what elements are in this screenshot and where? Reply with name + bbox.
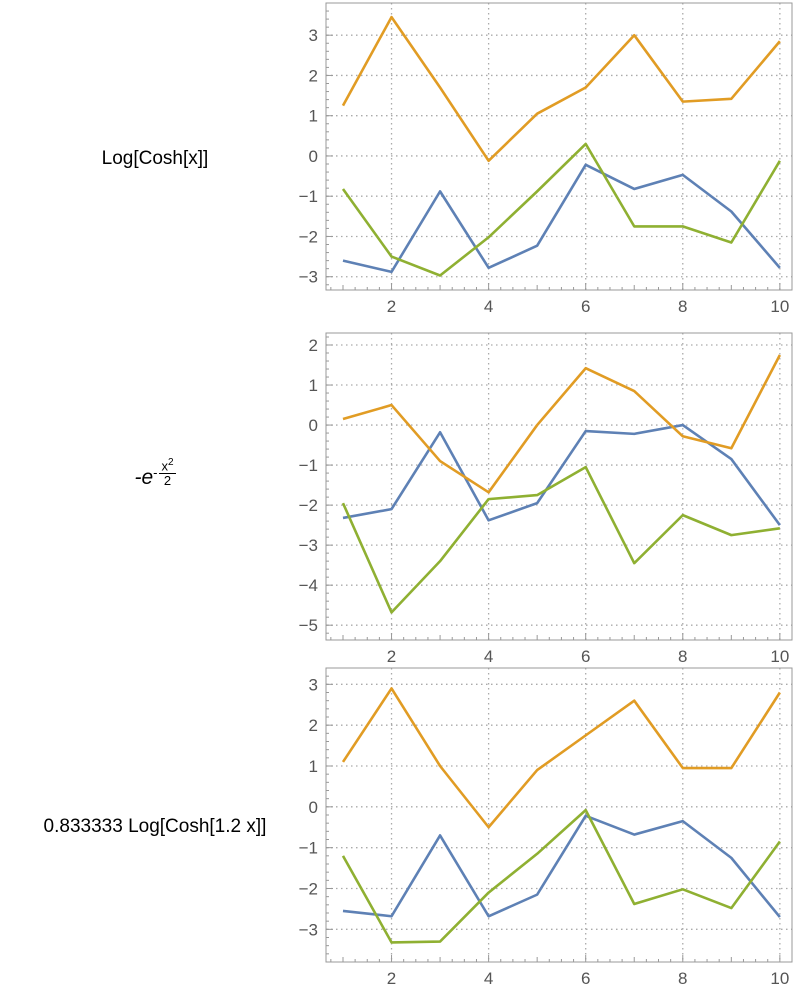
- series-line-2: [342, 354, 782, 494]
- plot-frame: [325, 2, 793, 291]
- series-line-2: [341, 15, 781, 163]
- row-label-log-cosh: Log[Cosh[x]]: [101, 148, 209, 169]
- y-tick-label: −1: [299, 187, 318, 206]
- x-tick-label: 2: [387, 297, 396, 316]
- series-line-1: [342, 423, 781, 526]
- series-line-2: [341, 687, 781, 829]
- y-tick-label: 1: [309, 107, 318, 126]
- plot-frame: [325, 332, 793, 641]
- x-tick-label: 10: [770, 297, 789, 316]
- row-label-gaussian: -e - x2 2: [0, 457, 310, 490]
- x-tick-label: 4: [484, 297, 493, 316]
- x-tick-label: 4: [484, 969, 493, 988]
- formula-base: -e: [134, 466, 154, 489]
- formula-exponent: - x2 2: [153, 456, 176, 489]
- fraction-numerator: x2: [159, 456, 176, 475]
- x-tick-label: 2: [387, 647, 396, 666]
- series-line-1: [342, 814, 781, 918]
- y-tick-label: 0: [309, 798, 318, 817]
- y-tick-label: −1: [299, 456, 318, 475]
- y-tick-label: 0: [309, 416, 318, 435]
- y-tick-label: 2: [309, 336, 318, 355]
- y-tick-label: 2: [309, 66, 318, 85]
- y-tick-label: −2: [299, 880, 318, 899]
- exponent-sign: -: [153, 464, 158, 480]
- y-tick-label: −3: [299, 920, 318, 939]
- y-tick-label: −3: [299, 268, 318, 287]
- y-tick-label: 1: [309, 376, 318, 395]
- x-tick-label: 6: [581, 297, 590, 316]
- series-line-1: [342, 163, 781, 274]
- numerator-var: x: [161, 458, 168, 474]
- y-tick-label: 3: [309, 675, 318, 694]
- y-tick-label: 2: [309, 716, 318, 735]
- x-tick-label: 6: [581, 969, 590, 988]
- x-tick-label: 2: [387, 969, 396, 988]
- y-tick-label: −4: [299, 576, 318, 595]
- y-tick-label: −3: [299, 536, 318, 555]
- y-tick-label: 0: [309, 147, 318, 166]
- y-tick-label: 1: [309, 757, 318, 776]
- fraction-denominator: 2: [163, 473, 172, 489]
- series-line-3: [341, 808, 781, 944]
- x-tick-label: 8: [678, 297, 687, 316]
- y-tick-label: −2: [299, 496, 318, 515]
- y-tick-label: −1: [299, 839, 318, 858]
- numerator-power: 2: [167, 457, 174, 468]
- x-tick-label: 10: [770, 969, 789, 988]
- y-tick-label: −2: [299, 227, 318, 246]
- x-tick-label: 8: [678, 647, 687, 666]
- series-line-3: [341, 465, 781, 614]
- x-tick-label: 4: [484, 647, 493, 666]
- plot-frame: [325, 667, 793, 963]
- x-tick-label: 6: [581, 647, 590, 666]
- x-tick-label: 8: [678, 969, 687, 988]
- series-line-3: [341, 142, 781, 277]
- y-tick-label: 3: [309, 26, 318, 45]
- exponent-fraction: x2 2: [159, 456, 176, 489]
- gaussian-formula: -e - x2 2: [134, 457, 176, 490]
- row-label-scaled-log-cosh: 0.833333 Log[Cosh[1.2 x]]: [43, 816, 267, 837]
- x-tick-label: 10: [770, 647, 789, 666]
- y-tick-label: −5: [299, 616, 318, 635]
